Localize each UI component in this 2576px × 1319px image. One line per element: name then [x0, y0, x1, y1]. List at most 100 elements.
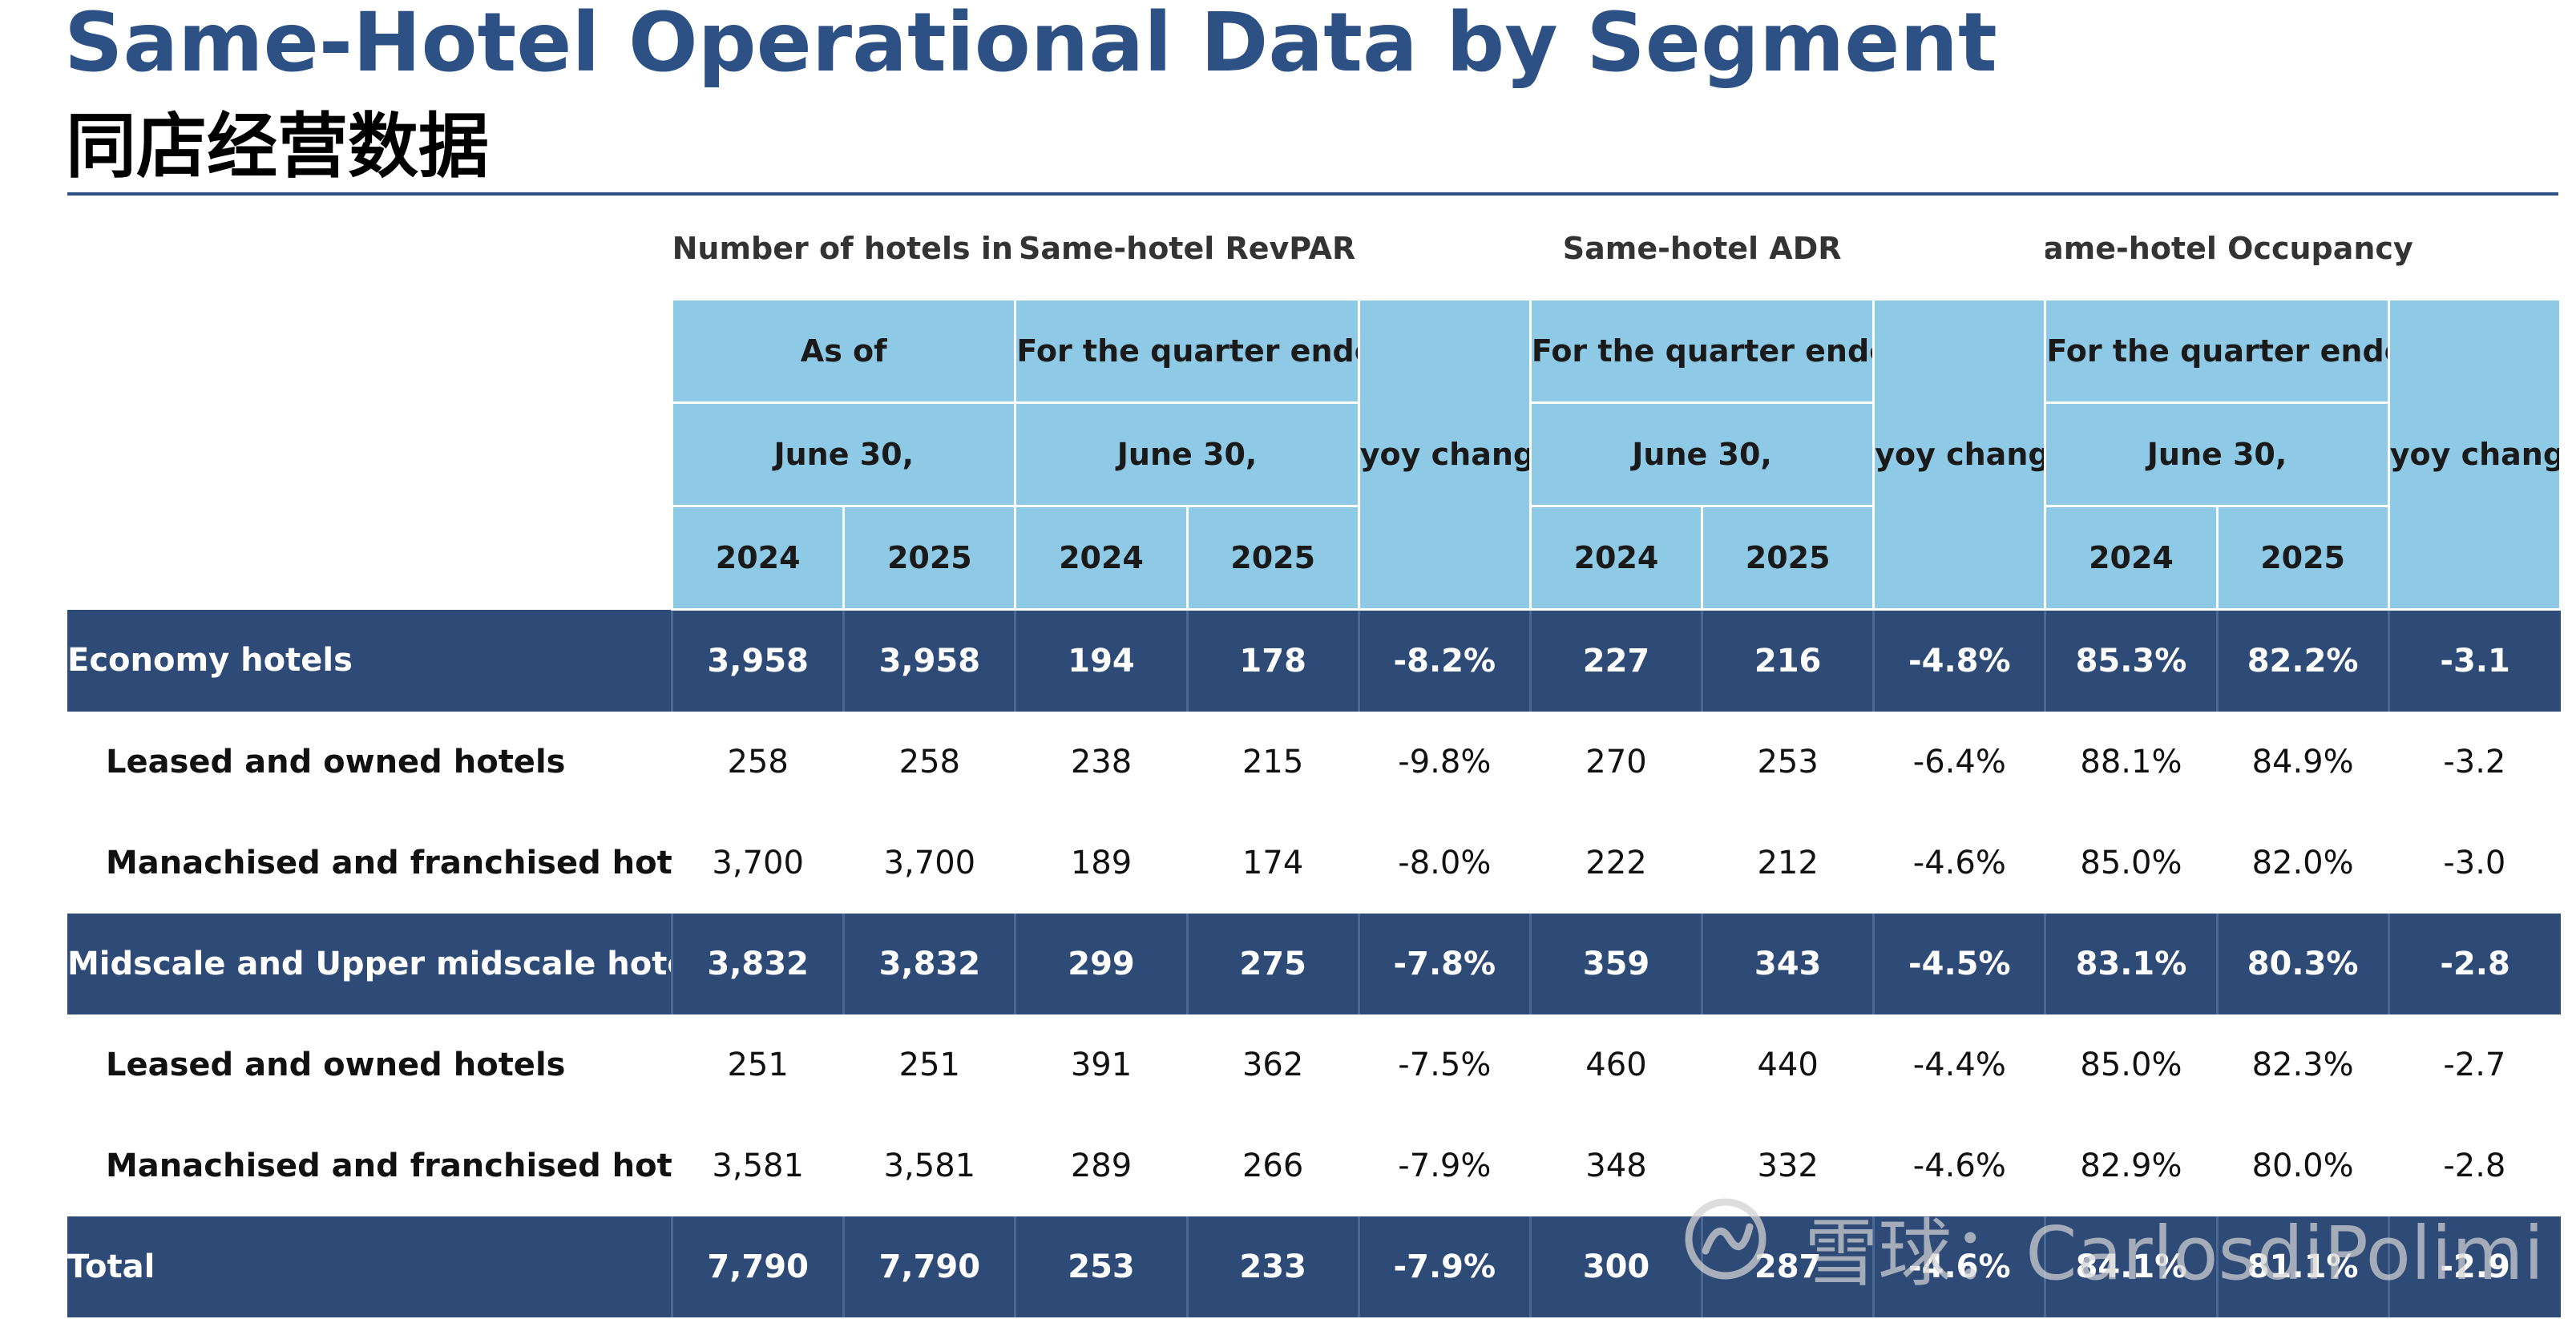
cell-hotels-2025: 3,700 [883, 845, 976, 881]
header-adr-yoy: yoy change [1872, 298, 2047, 611]
cell-occ-2025: 82.3% [2251, 1047, 2354, 1083]
cell-occ-yoy: -2.8 [2443, 1148, 2506, 1184]
cell-adr-2025: 216 [1702, 609, 1875, 712]
cell-adr-2024: 359 [1530, 914, 1704, 1014]
header-blank [67, 299, 672, 403]
cell-occ-yoy: -2.7 [2443, 1047, 2506, 1083]
row-label: Manachised and franchised hotels [106, 1148, 672, 1184]
cell-adr-2024: 300 [1530, 1216, 1704, 1317]
cell-adr-yoy: -4.6% [1912, 1148, 2006, 1184]
cell-occ-2024: 88.1% [2080, 744, 2182, 781]
cell-revpar-2024: 194 [1015, 609, 1189, 712]
cell-adr-2024: 348 [1585, 1148, 1647, 1184]
cell-adr-yoy: -4.8% [1873, 609, 2047, 712]
cell-hotels-2025: 3,581 [883, 1148, 976, 1184]
cell-revpar-2025: 362 [1242, 1047, 1304, 1083]
cell-hotels-2025: 3,832 [843, 914, 1017, 1014]
cell-adr-2024: 460 [1585, 1047, 1647, 1083]
header-revpar-quarter: For the quarter ended [1014, 298, 1360, 404]
header-revpar-date: June 30, [1014, 401, 1360, 507]
cell-adr-yoy: -4.5% [1873, 914, 2047, 1014]
row-label: Leased and owned hotels [106, 1047, 566, 1083]
row-label: Total [67, 1216, 674, 1317]
watermark: 雪球：CarlosdiPolimi [1682, 1194, 2544, 1301]
cell-hotels-2025: 7,790 [843, 1216, 1017, 1317]
table-row-economy-leased: Leased and owned hotels 258 258 238 215 … [67, 712, 2561, 813]
cell-occ-2024: 83.1% [2045, 914, 2219, 1014]
header-adr-2024: 2024 [1528, 505, 1704, 611]
cell-revpar-yoy: -8.0% [1398, 845, 1492, 881]
cell-hotels-2024: 251 [727, 1047, 789, 1083]
cell-hotels-2024: 3,581 [712, 1148, 804, 1184]
cell-occ-yoy: -2.8 [2388, 914, 2561, 1014]
snowball-logo-icon [1682, 1195, 1770, 1301]
header-adr-quarter: For the quarter ended [1528, 298, 1875, 404]
cell-adr-2025: 287 [1702, 1216, 1875, 1317]
header-hotels-2025: 2025 [842, 505, 1017, 611]
cell-adr-yoy: -4.4% [1912, 1047, 2006, 1083]
cell-adr-2025: 343 [1702, 914, 1875, 1014]
cell-hotels-2024: 3,832 [672, 914, 846, 1014]
cell-revpar-yoy: -9.8% [1398, 744, 1492, 781]
cell-adr-2024: 222 [1585, 845, 1647, 881]
cell-revpar-2024: 289 [1070, 1148, 1133, 1184]
cell-revpar-2025: 266 [1242, 1148, 1304, 1184]
header-hotels-date: June 30, [671, 401, 1017, 507]
cell-occ-yoy: -3.2 [2443, 744, 2506, 781]
cell-hotels-2025: 3,958 [843, 609, 1017, 712]
cell-occ-yoy: -2.9 [2388, 1216, 2561, 1317]
cell-revpar-2024: 391 [1070, 1047, 1133, 1083]
cell-hotels-2024: 3,958 [672, 609, 846, 712]
header-hotels-2024: 2024 [671, 505, 846, 611]
header-occ-quarter: For the quarter ended [2044, 298, 2390, 404]
cell-revpar-yoy: -7.9% [1398, 1148, 1492, 1184]
header-occupancy-group: Same-hotel Occupancy [2045, 231, 2413, 266]
header-corner [67, 199, 672, 300]
cell-hotels-2024: 7,790 [672, 1216, 846, 1317]
cell-adr-2024: 270 [1585, 744, 1647, 781]
cell-adr-2025: 212 [1757, 845, 1819, 881]
cell-hotels-2025: 251 [898, 1047, 961, 1083]
cell-occ-2025: 80.3% [2217, 914, 2390, 1014]
header-revpar-2025: 2025 [1185, 505, 1360, 611]
header-occ-yoy: yoy change (p.p.) [2387, 298, 2562, 611]
cell-adr-yoy: -6.4% [1912, 744, 2006, 781]
cell-occ-2024: 85.0% [2080, 845, 2182, 881]
cell-hotels-2024: 3,700 [712, 845, 804, 881]
cell-occ-2025: 81.1% [2217, 1216, 2390, 1317]
cell-occ-2025: 84.9% [2251, 744, 2354, 781]
cell-occ-2024: 82.9% [2080, 1148, 2182, 1184]
watermark-text: 雪球：CarlosdiPolimi [1804, 1211, 2545, 1297]
header-occ-2024: 2024 [2044, 505, 2219, 611]
page-subtitle: 同店经营数据 [66, 105, 490, 188]
header-adr-date: June 30, [1528, 401, 1875, 507]
table-row-economy-franchised: Manachised and franchised hotels 3,700 3… [67, 813, 2561, 914]
header-occ-date: June 30, [2044, 401, 2390, 507]
cell-revpar-yoy: -7.8% [1359, 914, 1532, 1014]
table-row-midscale-franchised: Manachised and franchised hotels 3,581 3… [67, 1115, 2561, 1216]
cell-revpar-2024: 253 [1015, 1216, 1189, 1317]
header-blank [67, 402, 672, 506]
row-label: Midscale and Upper midscale hotels [67, 914, 674, 1014]
cell-hotels-2024: 258 [727, 744, 789, 781]
page-title: Same-Hotel Operational Data by Segment [64, 0, 1997, 91]
cell-revpar-yoy: -7.5% [1398, 1047, 1492, 1083]
cell-revpar-2024: 238 [1070, 744, 1133, 781]
cell-occ-2025: 82.2% [2217, 609, 2390, 712]
table-row-economy: Economy hotels 3,958 3,958 194 178 -8.2%… [67, 609, 2561, 712]
cell-hotels-2025: 258 [898, 744, 961, 781]
cell-revpar-yoy: -8.2% [1359, 609, 1532, 712]
cell-adr-2024: 227 [1530, 609, 1704, 712]
cell-revpar-2025: 215 [1242, 744, 1304, 781]
cell-occ-2025: 82.0% [2251, 845, 2354, 881]
cell-occ-2024: 85.3% [2045, 609, 2219, 712]
cell-adr-2025: 253 [1757, 744, 1819, 781]
table-row-midscale-leased: Leased and owned hotels 251 251 391 362 … [67, 1014, 2561, 1115]
operational-data-table: Number of hotels in operation Same-hotel… [67, 199, 2562, 1317]
row-label: Economy hotels [67, 609, 674, 712]
cell-occ-yoy: -3.0 [2443, 845, 2506, 881]
header-revpar-2024: 2024 [1014, 505, 1189, 611]
table-row-midscale: Midscale and Upper midscale hotels 3,832… [67, 914, 2561, 1014]
header-revpar-group: Same-hotel RevPAR [1018, 231, 1356, 266]
cell-revpar-2025: 178 [1187, 609, 1360, 712]
